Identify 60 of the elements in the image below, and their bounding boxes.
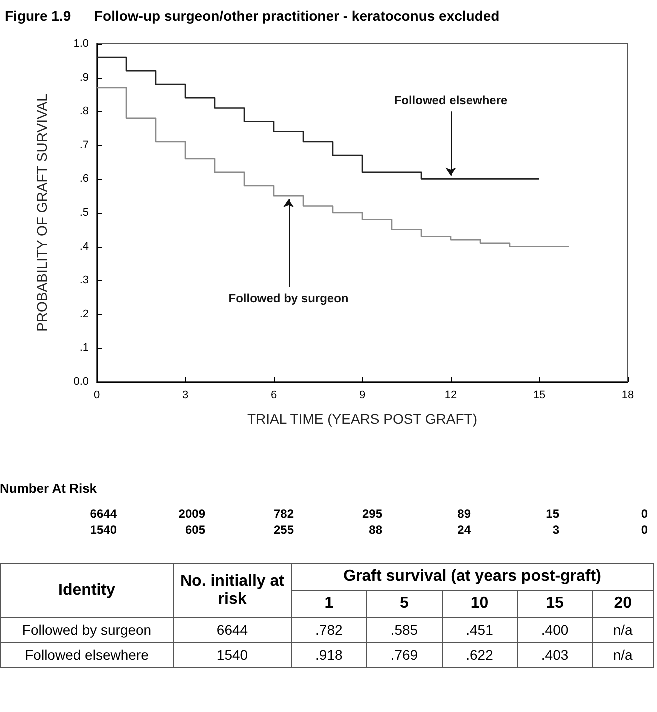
text: Identity: [0, 564, 174, 618]
y-tick-label: 1.0: [74, 38, 89, 50]
y-tick-label: .4: [80, 240, 89, 253]
text: Number At Risk: [0, 481, 98, 496]
text: 2009: [178, 507, 206, 521]
x-tick-label: 0: [94, 390, 100, 402]
text: 6644: [90, 507, 117, 521]
x-tick-label: 12: [444, 390, 458, 402]
y-axis-title: PROBABILITY OF GRAFT SURVIVAL: [34, 94, 50, 332]
x-tick-label: 3: [182, 390, 189, 402]
y-tick-label: 0.0: [74, 376, 89, 388]
text: .769: [366, 642, 442, 668]
text: 20: [592, 590, 654, 618]
text: .400: [517, 618, 593, 642]
text: .918: [292, 642, 367, 668]
y-tick-label: .8: [80, 106, 89, 118]
y-tick-label: .5: [80, 207, 89, 219]
text: 295: [362, 507, 382, 521]
text: Graft survival (at years post-graft): [292, 564, 654, 590]
text: 89: [458, 507, 471, 521]
text: 3: [552, 523, 560, 537]
y-tick-label: .2: [80, 308, 89, 320]
x-axis-title: TRIAL TIME (YEARS POST GRAFT): [248, 411, 478, 427]
text: Followed by surgeon: [0, 618, 174, 642]
y-tick-label: .6: [80, 173, 89, 186]
text: 0: [641, 507, 648, 521]
text: 5: [366, 590, 442, 618]
text: No. initially at risk: [174, 564, 292, 618]
text: 0: [641, 523, 648, 537]
text: n/a: [592, 618, 654, 642]
text: .622: [442, 642, 518, 668]
y-tick-label: .1: [80, 342, 89, 354]
text: .782: [292, 618, 367, 642]
text: 1540: [174, 642, 292, 668]
annotation: Followed by surgeon: [228, 291, 349, 306]
text: .451: [442, 618, 518, 642]
y-tick-label: .3: [80, 274, 89, 287]
text: Followed elsewhere: [0, 642, 174, 668]
text: 605: [185, 523, 206, 537]
text: 1540: [90, 523, 117, 537]
text: 15: [546, 507, 560, 521]
text: 15: [517, 590, 593, 618]
x-tick-label: 18: [622, 390, 634, 402]
text: 6644: [174, 618, 292, 642]
text: 782: [274, 507, 294, 521]
text: 88: [369, 523, 382, 537]
text: 1: [292, 590, 367, 618]
x-tick-label: 9: [359, 390, 366, 402]
text: 10: [442, 590, 518, 618]
chart-title: Figure 1.9 Follow-up surgeon/other practitioner - keratoconus excluded: [5, 8, 500, 24]
text: 255: [274, 523, 294, 537]
y-tick-label: .9: [80, 72, 89, 84]
y-tick-label: .7: [80, 139, 89, 152]
text: .585: [366, 618, 442, 642]
x-tick-label: 15: [533, 390, 546, 402]
text: n/a: [592, 642, 654, 668]
annotation: Followed elsewhere: [394, 94, 508, 108]
text: .403: [517, 642, 593, 668]
x-tick-label: 6: [270, 390, 278, 402]
text: 24: [458, 523, 471, 537]
